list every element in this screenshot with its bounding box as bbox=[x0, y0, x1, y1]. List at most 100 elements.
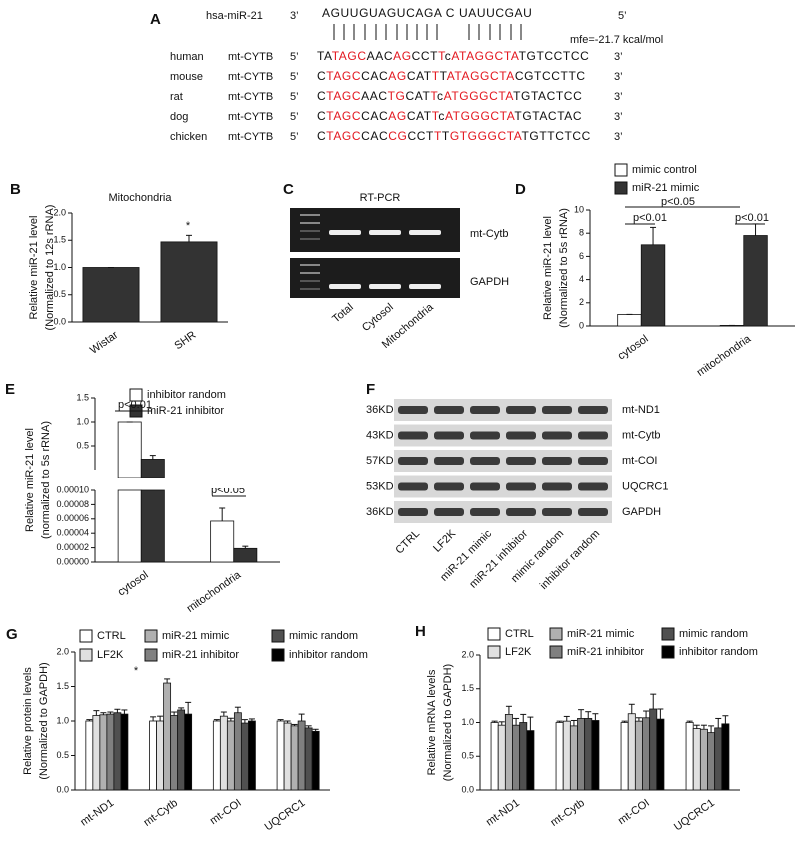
sequence-segment: c bbox=[445, 49, 452, 63]
legend-swatch bbox=[129, 388, 143, 402]
blot-band bbox=[578, 406, 608, 414]
sequence-segment: T bbox=[434, 129, 442, 143]
ladder-band bbox=[300, 280, 320, 282]
y-tick-label: 0.0 bbox=[53, 316, 66, 326]
bar bbox=[649, 708, 658, 791]
y-axis-label: Relative miR-21 level bbox=[24, 428, 36, 532]
band bbox=[329, 230, 361, 235]
blot-band bbox=[578, 457, 608, 465]
annotation: p<0.01 bbox=[633, 212, 667, 224]
blot-band bbox=[470, 482, 500, 491]
sequence-segment: AG bbox=[388, 109, 407, 123]
legend-swatch bbox=[487, 627, 501, 641]
blot-band bbox=[542, 482, 572, 491]
annotation: p<0.01 bbox=[735, 212, 769, 224]
blot-band bbox=[434, 431, 464, 440]
bar bbox=[699, 728, 708, 791]
bar-upper bbox=[140, 459, 165, 479]
lane-label: LF2K bbox=[431, 527, 459, 555]
blot-band bbox=[398, 508, 428, 516]
blot-band bbox=[470, 457, 500, 465]
y-tick-label: 8 bbox=[579, 228, 584, 238]
bar bbox=[562, 720, 571, 791]
bar bbox=[85, 720, 94, 791]
mirna-end: 3’ bbox=[290, 10, 299, 22]
sequence-segment: CAT bbox=[405, 89, 430, 103]
x-tick-label: cytosol bbox=[616, 333, 651, 362]
blot-band bbox=[398, 431, 428, 440]
bar bbox=[304, 727, 313, 791]
gene: mt-CYTB bbox=[228, 91, 273, 103]
size-label: 57KD bbox=[366, 455, 394, 467]
bar bbox=[210, 520, 235, 563]
blot-band bbox=[398, 457, 428, 465]
panel-letter: D bbox=[515, 181, 526, 198]
legend-swatch bbox=[549, 645, 563, 659]
bar bbox=[184, 713, 193, 791]
legend-swatch bbox=[549, 627, 563, 641]
sequence-segment: CCT bbox=[407, 129, 434, 143]
size-label: 53KD bbox=[366, 480, 394, 492]
protein-label: mt-COI bbox=[622, 455, 657, 467]
blot-band bbox=[542, 431, 572, 440]
sequence: CTAGCAACTGCATTcATGGGCTATGTACTCC bbox=[317, 89, 582, 103]
bar bbox=[692, 728, 701, 791]
blot-band bbox=[506, 406, 536, 414]
legend-swatch bbox=[271, 648, 285, 662]
y-tick-label: 1.5 bbox=[56, 681, 69, 691]
sequence-segment: AG bbox=[393, 49, 412, 63]
bar bbox=[685, 722, 694, 791]
blot bbox=[394, 399, 612, 421]
blot-band bbox=[542, 457, 572, 465]
bar bbox=[640, 244, 666, 327]
sequence-segment: C bbox=[317, 129, 326, 143]
y-tick-label: 2.0 bbox=[53, 207, 66, 217]
sequence-segment: C bbox=[317, 109, 326, 123]
bar bbox=[149, 720, 157, 791]
legend-label: mimic control bbox=[632, 164, 697, 176]
legend-swatch bbox=[271, 629, 285, 643]
y-tick-label: 0.00008 bbox=[56, 499, 89, 509]
sequence-segment: CAC bbox=[361, 109, 388, 123]
bar bbox=[106, 713, 115, 791]
sequence-segment: c bbox=[438, 109, 445, 123]
y-tick-label: 0.5 bbox=[461, 751, 474, 761]
blot bbox=[394, 475, 612, 498]
legend-swatch bbox=[614, 163, 628, 177]
blot-band bbox=[506, 431, 536, 440]
seq-end: 5’ bbox=[290, 131, 299, 143]
lane-label: Total bbox=[330, 301, 356, 325]
annotation: * bbox=[134, 665, 139, 677]
sequence-segment: T bbox=[442, 129, 450, 143]
mfe: mfe=-21.7 kcal/mol bbox=[570, 34, 663, 46]
ladder-band bbox=[300, 264, 320, 266]
panel-letter: B bbox=[10, 181, 21, 198]
bar bbox=[240, 722, 249, 791]
panel-letter: F bbox=[366, 381, 375, 398]
y-tick-label: 0.0 bbox=[461, 784, 474, 794]
sequence-segment: C bbox=[317, 69, 326, 83]
bar bbox=[519, 722, 528, 791]
blot-band bbox=[578, 431, 608, 440]
sequence-segment: TGTACTCC bbox=[513, 89, 582, 103]
sequence-segment: c bbox=[437, 89, 444, 103]
y-axis-label: Relative mRNA levels bbox=[426, 669, 438, 775]
seq-end: 3’ bbox=[614, 51, 623, 63]
bar bbox=[170, 715, 179, 791]
y-axis-label: (normalized to 5s rRNA) bbox=[40, 421, 52, 539]
species: dog bbox=[170, 111, 188, 123]
bar bbox=[627, 713, 636, 791]
lane-label: Cytosol bbox=[360, 301, 396, 334]
y-tick-label: 0.00004 bbox=[56, 528, 89, 538]
blot bbox=[394, 424, 612, 447]
annotation: * bbox=[186, 220, 191, 232]
bar-upper bbox=[117, 421, 142, 479]
seq-end: 3’ bbox=[614, 111, 623, 123]
y-tick-label: 4 bbox=[579, 274, 584, 284]
bar bbox=[247, 720, 256, 791]
y-tick-label: 6 bbox=[579, 251, 584, 261]
x-tick-label: mt-Cytb bbox=[548, 797, 586, 829]
sequence: TATAGCAACAGCCTTcATAGGCTATGTCCTCC bbox=[317, 49, 589, 63]
band bbox=[369, 230, 401, 235]
